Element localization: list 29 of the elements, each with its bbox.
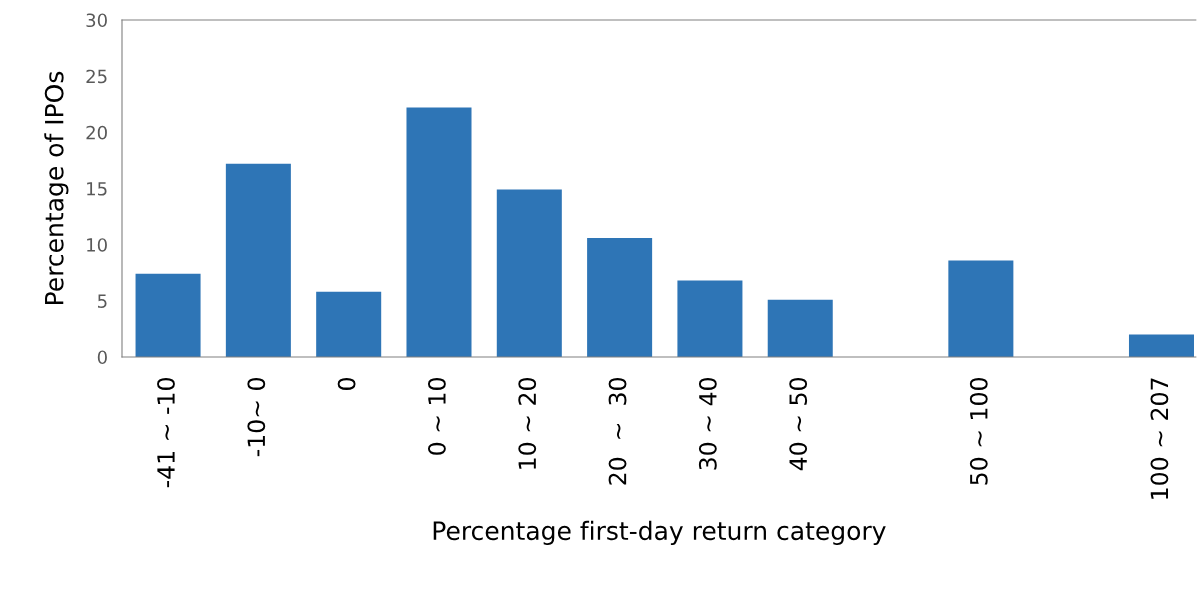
x-axis-title: Percentage first-day return category: [433, 520, 886, 546]
y-tick-label: 25: [86, 69, 107, 84]
x-tick-label: 30 ~ 40: [698, 378, 717, 470]
bar: [587, 237, 653, 357]
y-tick-label: 30: [86, 13, 107, 28]
x-tick-label: 40 ~ 50: [789, 378, 808, 471]
x-tick-label: 20 ~ 30: [608, 378, 627, 485]
bar: [496, 189, 562, 357]
y-tick-label: 0: [97, 350, 107, 365]
y-tick-label: 5: [98, 294, 107, 308]
x-tick-label: -10~ 0: [247, 378, 266, 457]
x-tick-label: 10 ~ 20: [518, 378, 537, 469]
bar: [1128, 334, 1194, 357]
bar: [767, 299, 833, 357]
y-axis-title: Percentage of IPOs: [44, 71, 69, 304]
x-tick-label: 0 ~ 10: [427, 378, 446, 455]
y-tick-label: 10: [87, 238, 107, 252]
x-tick-label: 100 ~ 207: [1150, 378, 1169, 499]
bar: [316, 291, 382, 357]
bar: [135, 273, 201, 357]
x-tick-label: -41 ~ -10: [157, 378, 175, 488]
bar: [948, 260, 1014, 357]
x-tick-label: 0: [337, 378, 356, 390]
bar: [406, 107, 472, 357]
y-tick-label: 15: [87, 182, 107, 196]
x-tick-label: 50 ~ 100: [969, 378, 988, 485]
bar: [225, 163, 291, 357]
bar: [677, 280, 743, 357]
y-tick-label: 20: [86, 125, 107, 140]
